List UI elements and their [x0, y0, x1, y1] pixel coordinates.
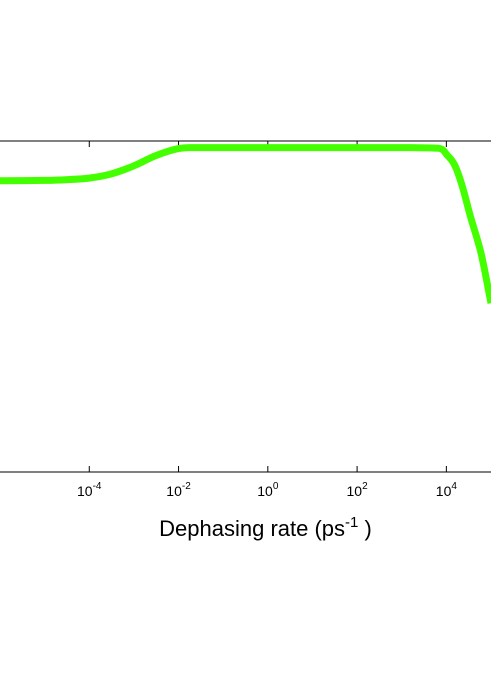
x-tick-label-exponent: -4 — [93, 481, 102, 492]
x-tick-label: 102 — [347, 481, 369, 499]
x-axis-title-exponent: -1 — [345, 514, 358, 531]
x-tick-label-base: 10 — [166, 483, 182, 499]
x-tick-label-base: 10 — [77, 483, 93, 499]
x-tick-label-base: 10 — [436, 483, 452, 499]
x-tick-label-exponent: -2 — [182, 481, 191, 492]
plot-area: 10-4 10-2 100 102 104 — [0, 140, 491, 499]
x-ticks: 10-4 10-2 100 102 104 — [77, 141, 457, 499]
x-tick-label-base: 10 — [347, 483, 363, 499]
x-tick-label-exponent: 4 — [451, 481, 457, 492]
x-tick-label-base: 10 — [257, 483, 273, 499]
x-axis-title: Dephasing rate (ps-1 ) — [159, 514, 372, 541]
x-tick-label: 10-4 — [77, 481, 102, 499]
series-line — [0, 144, 491, 304]
x-tick-label: 104 — [436, 481, 458, 499]
x-axis-title-prefix: Dephasing rate (ps — [159, 516, 345, 541]
x-tick-label: 100 — [257, 481, 279, 499]
x-tick-label-exponent: 0 — [273, 481, 279, 492]
x-tick-label-exponent: 2 — [362, 481, 368, 492]
series-layer — [0, 144, 491, 304]
x-tick-label: 10-2 — [166, 481, 191, 499]
x-axis-title-suffix: ) — [358, 516, 371, 541]
